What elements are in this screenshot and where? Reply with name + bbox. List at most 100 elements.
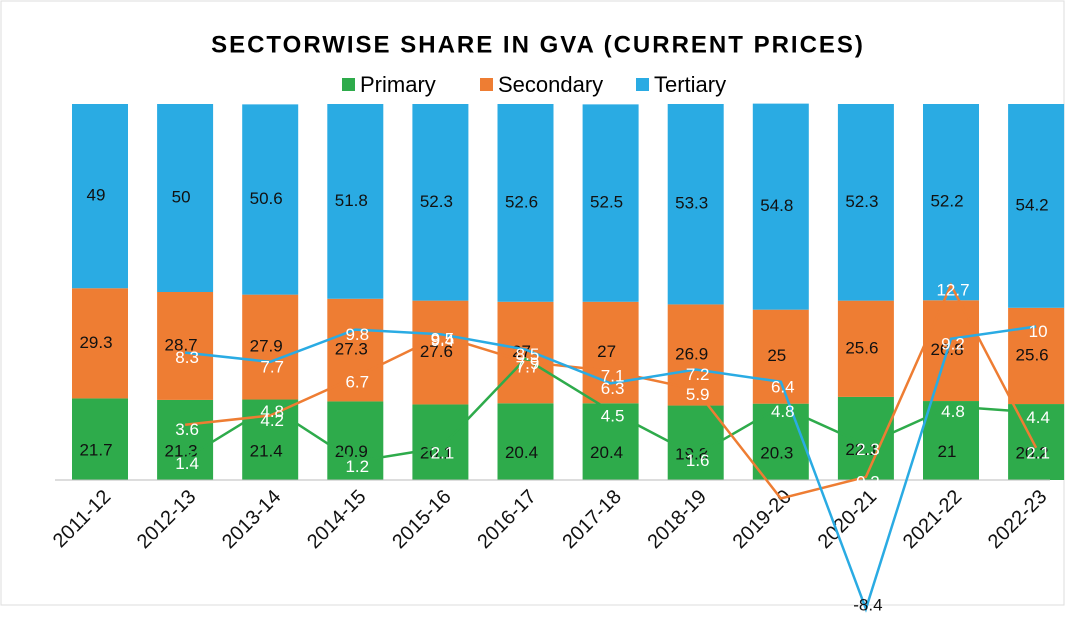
bar-label: 22.1 [845,440,878,459]
growth-label: 7.7 [260,357,284,376]
bar-segment [497,403,554,480]
growth-label: 2.1 [1026,443,1050,462]
x-tick-label: 2018-19 [644,486,711,553]
bar-label: 50.6 [250,189,283,208]
growth-label: 2.1 [431,443,455,462]
growth-label: 4.4 [1026,408,1050,427]
bar-label: 51.8 [335,191,368,210]
legend-label: Tertiary [654,72,726,97]
bar-segment [157,399,214,480]
bar-label: 25 [767,346,786,365]
growth-label: -8.4 [853,595,882,614]
growth-label: 4.8 [941,402,965,421]
chart-title: SECTORWISE SHARE IN GVA (CURRENT PRICES) [211,31,865,58]
bar-segment [242,294,299,400]
bar-segment [242,399,299,480]
bar-segment [923,104,979,301]
growth-label: 6.3 [601,379,625,398]
bar-segment [412,104,469,301]
bar-segment [412,300,469,405]
bar-segment [72,104,128,289]
bar-segment [157,104,214,292]
growth-label: 1.4 [175,454,199,473]
bar-label: 20.1 [420,444,453,463]
bar-label: 25.6 [845,338,878,357]
bar-segment [837,300,894,397]
x-tick-label: 2017-18 [558,486,625,553]
growth-label: 12.7 [936,281,969,300]
x-tick-label: 2021-22 [899,486,966,553]
bar-segment [752,309,809,404]
x-tick-label: 2013-14 [218,486,285,553]
growth-label: 9.2 [941,334,965,353]
bar-segment [667,405,724,480]
growth-label: 0.2 [856,472,880,491]
growth-label: 4.8 [260,402,284,421]
bar-label: 52.3 [420,192,453,211]
x-tick-label: 2015-16 [388,486,455,553]
bar-label: 27.3 [335,340,368,359]
growth-label: 9.5 [431,330,455,349]
bar-label: 52.6 [505,192,538,211]
bar-segment [242,104,299,295]
growth-label: 4.2 [260,411,284,430]
bar-segment [412,404,469,480]
bar-segment [72,398,128,480]
growth-line [184,325,1037,613]
bar-label: 27.9 [250,337,283,356]
bar-segment [327,104,384,299]
bar-label: 52.5 [590,193,623,212]
growth-label: 4.5 [601,406,625,425]
bar-label: 54.8 [760,196,793,215]
bar-label: 52.2 [930,192,963,211]
growth-label: 1.6 [686,451,710,470]
bar-segment [72,288,128,399]
bar-label: 20.3 [760,443,793,462]
growth-label: 7.1 [601,367,625,386]
growth-label: 6.7 [345,373,369,392]
legend-swatch [480,78,493,91]
growth-label: 7.9 [516,354,540,373]
bar-segment [1008,104,1065,308]
bar-label: 21.4 [250,441,283,460]
bar-label: 28.7 [165,335,198,354]
growth-label: 8.5 [516,345,540,364]
growth-label: 7.2 [686,365,710,384]
bar-label: 29.3 [79,333,112,352]
bar-label: 53.3 [675,194,708,213]
bar-segment [1008,404,1065,480]
bar-segment [497,301,554,404]
bar-segment [582,104,639,302]
growth-label: 10 [1029,322,1048,341]
growth-label: 1.2 [345,457,369,476]
bar-label: 49 [87,186,106,205]
growth-label: 6.4 [771,377,795,396]
growth-label: 9.8 [345,325,369,344]
bar-segment [923,300,979,402]
bar-segment [582,301,639,404]
legend: Primary Secondary Tertiary [342,72,726,97]
growth-label: 5.9 [686,385,710,404]
growth-line [184,357,1037,463]
bar-label: 27.6 [420,342,453,361]
bar-label: 20.4 [505,443,538,462]
bar-segment [837,104,894,301]
growth-line [184,282,1038,500]
bar-label: 21 [938,442,957,461]
bar-label: 27 [597,342,616,361]
growth-label: 8.3 [175,348,199,367]
bar-label: 20.4 [590,443,623,462]
bar-segment [327,401,384,480]
bar-segment [1008,307,1065,405]
bar-segment [837,396,894,480]
bar-label: 52.3 [845,192,878,211]
bar-segment [752,103,809,310]
bar-label: 20.9 [335,442,368,461]
growth-label: 4.8 [771,402,795,421]
bar-label: 26.9 [675,344,708,363]
x-tick-label: 2014-15 [303,486,370,553]
legend-swatch [342,78,355,91]
growth-label: 9.4 [431,331,455,350]
bar-segment [582,403,639,480]
